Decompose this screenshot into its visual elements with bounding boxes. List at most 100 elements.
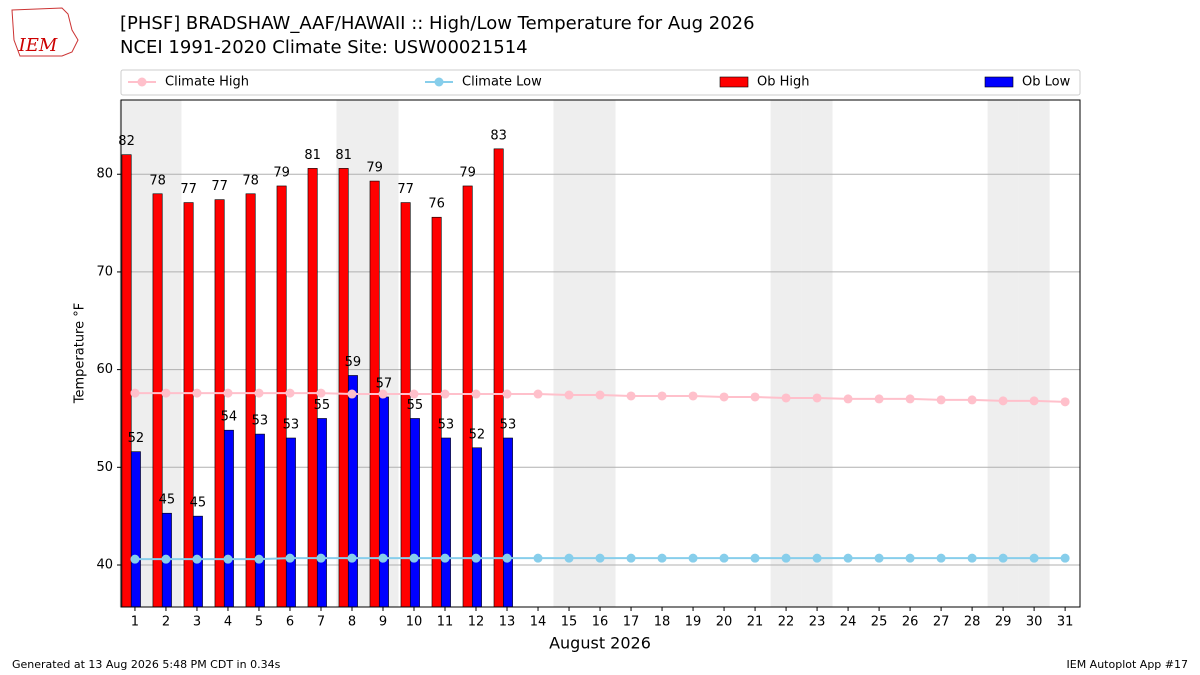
x-tick-label: 31 [1057,615,1074,630]
x-tick-label: 20 [716,615,733,630]
point [254,388,264,398]
point [719,392,729,402]
data-label: 53 [283,418,300,433]
point [843,394,853,404]
bar [152,193,163,608]
bar [214,199,225,608]
data-label: 53 [438,418,455,433]
x-tick-label: 4 [224,615,232,630]
y-tick-label: 70 [96,264,113,279]
point [254,554,264,564]
point [595,390,605,400]
x-tick-label: 18 [654,615,671,630]
x-tick-label: 17 [623,615,640,630]
logo-text: IEM [18,35,58,56]
logo-outline [11,7,79,57]
point [409,389,419,399]
x-tick-label: 24 [840,615,857,630]
point [750,392,760,402]
point [781,393,791,403]
data-label: 53 [252,414,269,429]
weekend-band [553,100,585,607]
bar [307,168,318,608]
x-tick-label: 23 [809,615,826,630]
point [347,389,357,399]
x-tick-label: 7 [317,615,325,630]
point [378,389,388,399]
point [967,553,977,563]
point [719,553,729,563]
point [130,388,140,398]
point [812,393,822,403]
data-label: 76 [428,197,445,212]
bar [471,447,482,608]
point [998,396,1008,406]
point [502,553,512,563]
point [688,391,698,401]
data-label: 78 [242,173,259,188]
data-label: 77 [180,182,197,197]
x-tick-label: 30 [1026,615,1043,630]
point [564,390,574,400]
plot-frame [120,99,1081,608]
point [192,388,202,398]
x-tick-label: 8 [348,615,356,630]
x-tick-label: 9 [379,615,387,630]
point [936,553,946,563]
data-label: 45 [159,493,176,508]
x-axis-label: August 2026 [549,634,651,653]
bar [276,185,287,608]
x-tick-label: 13 [499,615,516,630]
point [347,553,357,563]
x-tick-label: 12 [468,615,485,630]
point [905,394,915,404]
data-label: 55 [407,398,424,413]
data-label: 77 [211,179,228,194]
point [1060,397,1070,407]
bar [462,185,473,608]
footer-left: Generated at 13 Aug 2026 5:48 PM CDT in … [12,658,281,671]
weekend-band [584,100,616,607]
point [192,554,202,564]
bar [285,437,296,608]
data-label: 83 [490,128,507,143]
footer-right: IEM Autoplot App #17 [1067,658,1189,671]
weekend-band [987,100,1019,607]
bar [347,375,358,608]
point [223,388,233,398]
bar [431,216,442,608]
x-tick-label: 1 [131,615,139,630]
point [161,388,171,398]
data-label: 53 [500,418,517,433]
x-tick-label: 10 [406,615,423,630]
legend-marker [137,77,147,87]
data-label: 57 [376,376,393,391]
bar [409,418,420,608]
x-tick-label: 28 [964,615,981,630]
point [626,391,636,401]
chart-subtitle: NCEI 1991-2020 Climate Site: USW00021514 [120,37,528,58]
y-tick-label: 60 [96,362,113,377]
legend-swatch [719,76,749,88]
point [1029,553,1039,563]
x-tick-label: 11 [437,615,454,630]
x-tick-label: 21 [747,615,764,630]
legend-label: Climate Low [462,75,542,90]
data-label: 77 [397,182,414,197]
point [533,553,543,563]
point [471,553,481,563]
data-label: 45 [190,496,207,511]
legend-swatch [984,76,1014,88]
x-tick-label: 22 [778,615,795,630]
x-tick-label: 3 [193,615,201,630]
x-tick-label: 5 [255,615,263,630]
point [285,388,295,398]
point [502,389,512,399]
data-label: 81 [304,148,321,163]
data-label: 52 [128,431,145,446]
bar [121,154,132,608]
weekend-band [801,100,833,607]
point [316,388,326,398]
data-label: 78 [149,173,166,188]
logo: IEM [11,7,79,57]
